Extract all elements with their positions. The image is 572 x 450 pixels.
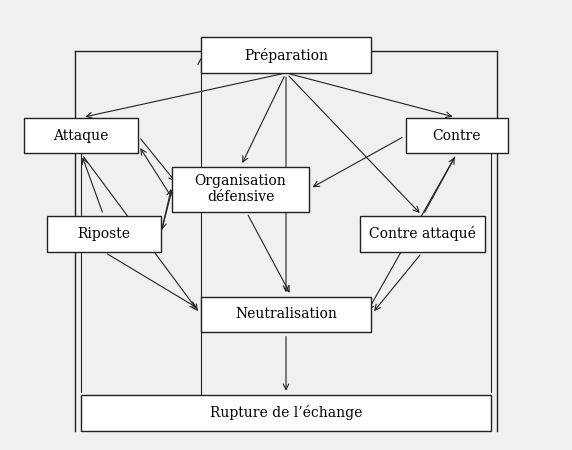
FancyBboxPatch shape [47, 216, 161, 252]
FancyBboxPatch shape [201, 37, 371, 73]
Text: Neutralisation: Neutralisation [235, 307, 337, 321]
Text: Rupture de l’échange: Rupture de l’échange [210, 405, 362, 420]
FancyBboxPatch shape [24, 117, 138, 153]
Text: Préparation: Préparation [244, 48, 328, 63]
FancyBboxPatch shape [406, 117, 508, 153]
Text: Attaque: Attaque [53, 129, 109, 143]
Text: Riposte: Riposte [77, 227, 130, 241]
FancyBboxPatch shape [172, 167, 309, 211]
FancyBboxPatch shape [201, 297, 371, 333]
Text: Contre attaqué: Contre attaqué [369, 226, 476, 242]
FancyBboxPatch shape [81, 395, 491, 431]
FancyBboxPatch shape [360, 216, 485, 252]
Text: Organisation
défensive: Organisation défensive [194, 174, 287, 204]
Text: Contre: Contre [432, 129, 481, 143]
